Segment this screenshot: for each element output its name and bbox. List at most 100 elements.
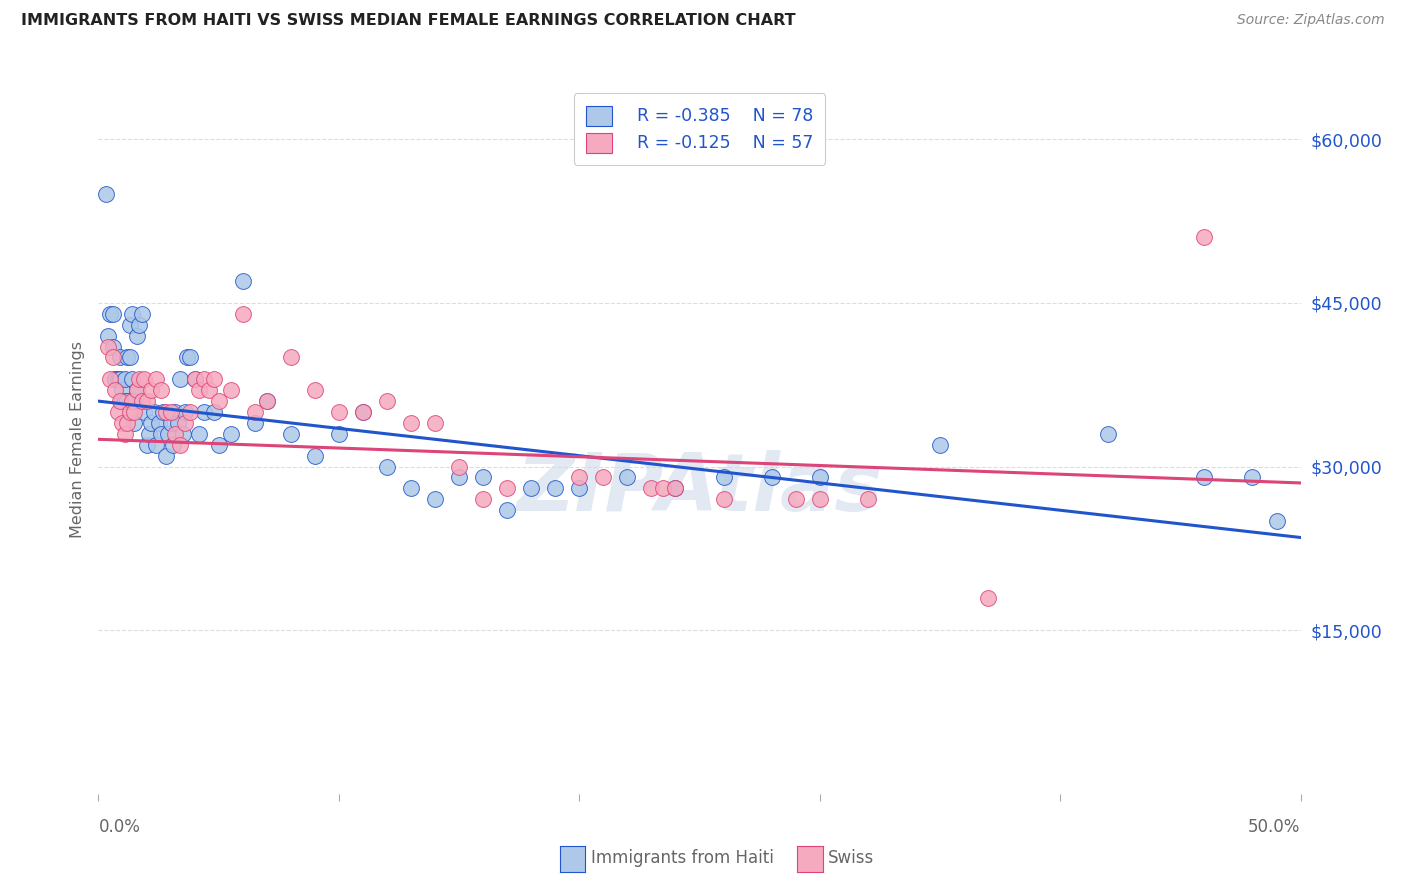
Point	[179, 351, 201, 365]
Point	[148, 416, 170, 430]
Point	[640, 482, 662, 496]
Point	[135, 438, 157, 452]
Point	[149, 426, 172, 441]
Point	[1241, 470, 1264, 484]
Point	[761, 470, 783, 484]
Point	[808, 470, 831, 484]
Point	[202, 372, 225, 386]
Point	[104, 383, 127, 397]
Point	[121, 394, 143, 409]
Point	[117, 416, 139, 430]
Point	[132, 405, 155, 419]
Point	[145, 372, 167, 386]
Point	[166, 416, 188, 430]
Text: 0.0%: 0.0%	[98, 818, 141, 836]
Point	[118, 318, 141, 332]
Point	[256, 394, 278, 409]
Point	[101, 307, 124, 321]
Point	[352, 405, 374, 419]
Point	[100, 372, 122, 386]
Point	[114, 372, 136, 386]
Point	[243, 416, 266, 430]
Y-axis label: Median Female Earnings: Median Female Earnings	[69, 341, 84, 538]
Point	[520, 482, 543, 496]
Point	[141, 416, 163, 430]
Point	[232, 274, 254, 288]
Point	[219, 426, 242, 441]
Point	[155, 405, 177, 419]
Text: ZIPAtlas: ZIPAtlas	[516, 450, 883, 528]
Point	[304, 449, 326, 463]
Point	[423, 416, 446, 430]
Point	[124, 405, 146, 419]
Point	[544, 482, 567, 496]
Point	[138, 426, 160, 441]
Point	[172, 426, 194, 441]
Point	[183, 372, 205, 386]
Point	[1265, 514, 1288, 528]
Point	[447, 470, 470, 484]
Point	[375, 394, 398, 409]
Point	[713, 492, 735, 507]
Point	[208, 438, 231, 452]
Point	[256, 394, 278, 409]
Point	[104, 372, 127, 386]
Text: 50.0%: 50.0%	[1249, 818, 1301, 836]
Point	[159, 416, 181, 430]
Point	[121, 307, 143, 321]
Point	[135, 394, 157, 409]
Point	[568, 470, 591, 484]
Point	[118, 405, 141, 419]
Point	[125, 328, 148, 343]
Point	[145, 438, 167, 452]
Point	[124, 394, 146, 409]
Point	[97, 328, 120, 343]
Point	[179, 405, 201, 419]
Point	[111, 416, 134, 430]
Point	[174, 405, 197, 419]
Point	[713, 470, 735, 484]
Point	[128, 372, 150, 386]
Point	[328, 426, 350, 441]
Point	[232, 307, 254, 321]
Point	[97, 340, 120, 354]
Point	[176, 351, 198, 365]
Point	[117, 394, 139, 409]
Legend:   R = -0.385    N = 78,   R = -0.125    N = 57: R = -0.385 N = 78, R = -0.125 N = 57	[574, 94, 825, 165]
Point	[243, 405, 266, 419]
Point	[208, 394, 231, 409]
Point	[183, 372, 205, 386]
Point	[104, 372, 127, 386]
Text: IMMIGRANTS FROM HAITI VS SWISS MEDIAN FEMALE EARNINGS CORRELATION CHART: IMMIGRANTS FROM HAITI VS SWISS MEDIAN FE…	[21, 13, 796, 29]
Point	[280, 351, 302, 365]
Point	[808, 492, 831, 507]
Point	[132, 372, 155, 386]
Point	[111, 383, 134, 397]
Point	[399, 416, 422, 430]
Point	[114, 426, 136, 441]
Point	[447, 459, 470, 474]
Point	[198, 383, 221, 397]
Point	[100, 307, 122, 321]
Point	[169, 438, 191, 452]
Point	[352, 405, 374, 419]
Point	[169, 372, 191, 386]
Point	[188, 426, 211, 441]
Point	[928, 438, 950, 452]
Point	[664, 482, 686, 496]
Point	[165, 426, 187, 441]
Point	[162, 438, 184, 452]
Point	[157, 426, 180, 441]
Point	[193, 405, 215, 419]
Point	[496, 482, 519, 496]
Point	[117, 351, 139, 365]
Point	[399, 482, 422, 496]
Point	[375, 459, 398, 474]
Point	[977, 591, 1000, 605]
Text: Source: ZipAtlas.com: Source: ZipAtlas.com	[1237, 13, 1385, 28]
Point	[131, 307, 153, 321]
Point	[108, 372, 131, 386]
Point	[108, 394, 131, 409]
Point	[108, 351, 131, 365]
Point	[1194, 230, 1216, 244]
